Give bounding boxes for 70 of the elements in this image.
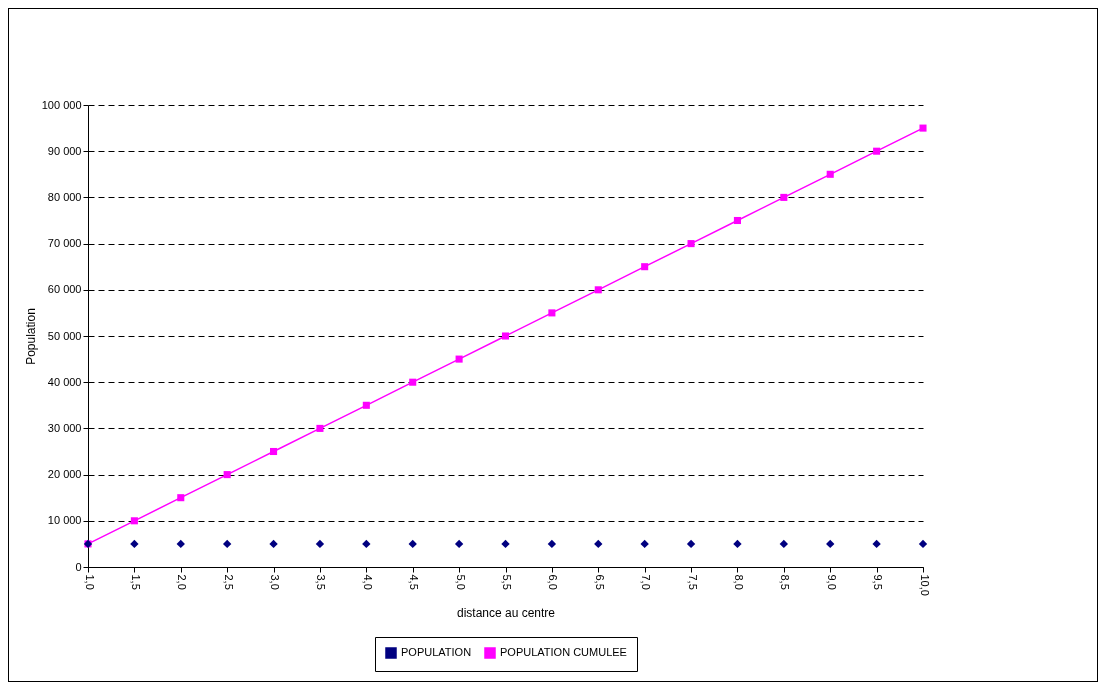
- point: [918, 539, 928, 549]
- legend-label: POPULATION: [401, 646, 472, 658]
- point: [826, 539, 835, 549]
- point: [177, 494, 185, 502]
- point: [640, 539, 649, 549]
- x-tick-label: 2,0: [176, 574, 189, 590]
- y-tick-label: 30 000: [47, 421, 82, 434]
- x-tick-label: 10,0: [918, 574, 931, 596]
- x-tick-label: 6,0: [547, 574, 560, 590]
- point: [130, 517, 138, 525]
- y-tick-label: 100 000: [41, 98, 82, 111]
- y-tick-label: 20 000: [47, 468, 82, 481]
- point: [362, 539, 371, 549]
- x-tick-label: 4,0: [361, 574, 374, 590]
- point: [501, 539, 510, 549]
- point: [316, 424, 324, 432]
- y-tick-label: 10 000: [47, 514, 82, 527]
- point: [548, 309, 556, 317]
- point: [779, 539, 789, 549]
- point: [733, 539, 742, 549]
- point: [919, 124, 927, 132]
- point: [270, 447, 278, 456]
- point: [222, 539, 232, 549]
- point: [872, 539, 881, 549]
- point: [454, 539, 464, 549]
- point: [780, 193, 788, 201]
- y-tick-label: 50 000: [47, 329, 82, 342]
- point: [501, 332, 510, 340]
- point: [687, 240, 695, 248]
- y-axis-title: Population: [23, 308, 38, 365]
- x-tick-label: 7,5: [686, 574, 699, 590]
- x-tick-label: 8,0: [732, 574, 745, 590]
- y-tick-label: 60 000: [47, 283, 82, 296]
- point: [686, 539, 696, 549]
- x-tick-label: 5,5: [501, 574, 513, 590]
- point: [733, 216, 741, 225]
- x-axis-title: distance au centre: [456, 605, 556, 620]
- point: [223, 471, 231, 479]
- y-tick-label: 40 000: [47, 375, 82, 388]
- y-tick-label: 70 000: [47, 237, 82, 250]
- x-tick-label: 9,5: [872, 574, 885, 590]
- x-tick-label: 5,0: [454, 574, 467, 590]
- point: [594, 286, 602, 294]
- point: [176, 539, 185, 549]
- point: [408, 539, 417, 549]
- point: [455, 355, 463, 363]
- y-tick-label: 90 000: [47, 144, 82, 157]
- x-tick-label: 3,0: [269, 574, 282, 590]
- x-tick-label: 1,5: [129, 574, 142, 590]
- x-tick-label: 2,5: [222, 574, 235, 590]
- x-tick-label: 1,0: [83, 574, 96, 590]
- x-tick-label: 4,5: [408, 574, 421, 590]
- x-tick-label: 9,0: [825, 574, 838, 590]
- y-tick-label: 0: [75, 560, 82, 573]
- point: [409, 378, 417, 386]
- point: [362, 401, 370, 409]
- x-tick-label: 3,5: [315, 574, 328, 590]
- point: [269, 539, 278, 549]
- point: [641, 263, 649, 271]
- point: [594, 539, 603, 549]
- x-tick-label: 7,0: [640, 574, 653, 590]
- x-tick-label: 6,5: [593, 574, 606, 590]
- point: [826, 170, 834, 178]
- x-tick-label: 8,5: [779, 574, 792, 590]
- point: [130, 539, 139, 549]
- point: [547, 539, 557, 549]
- point: [315, 539, 325, 549]
- point: [873, 147, 881, 155]
- y-tick-label: 80 000: [47, 190, 82, 203]
- legend-label: POPULATION CUMULEE: [500, 646, 627, 658]
